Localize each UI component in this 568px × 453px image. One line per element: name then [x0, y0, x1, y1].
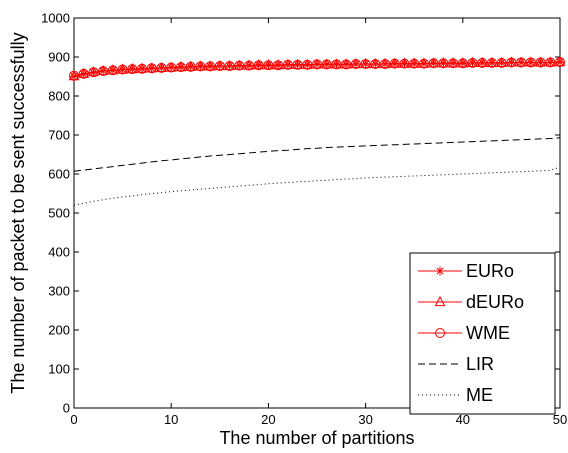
legend-label: EURo: [466, 261, 514, 281]
data-point-euro: [244, 61, 254, 71]
data-point-euro: [458, 58, 468, 68]
x-tick-label: 50: [553, 412, 567, 427]
data-point-euro: [156, 63, 166, 73]
data-point-euro: [147, 63, 157, 73]
data-point-euro: [283, 60, 293, 70]
legend-item-deuro: dEURo: [418, 292, 524, 312]
x-tick-label: 30: [358, 412, 372, 427]
y-tick-label: 900: [48, 50, 70, 65]
data-point-euro: [118, 64, 128, 74]
data-point-euro: [215, 61, 225, 71]
data-point-euro: [555, 57, 565, 67]
data-point-euro: [205, 61, 215, 71]
y-tick-label: 500: [48, 206, 70, 221]
data-point-euro: [234, 61, 244, 71]
data-point-euro: [293, 60, 303, 70]
data-point-euro: [69, 72, 79, 81]
x-axis-title: The number of partitions: [219, 428, 414, 448]
series-line-me: [73, 166, 561, 206]
data-point-euro: [370, 59, 380, 69]
data-point-euro: [273, 60, 283, 70]
legend-item-lir: LIR: [418, 354, 494, 374]
series-lir: [73, 137, 561, 172]
data-point-euro: [380, 59, 390, 69]
y-axis-title: The number of packet to be sent successf…: [8, 32, 28, 393]
y-tick-label: 1000: [41, 11, 70, 26]
data-point-euro: [79, 69, 89, 79]
series-line-lir: [73, 137, 561, 172]
data-point-euro: [322, 59, 332, 69]
data-point-euro: [254, 60, 264, 70]
data-point-euro: [390, 59, 400, 69]
x-tick-label: 0: [70, 412, 77, 427]
data-point-euro: [438, 58, 448, 68]
data-point-euro: [331, 59, 341, 69]
legend-marker: [435, 266, 445, 276]
y-tick-label: 0: [63, 401, 70, 416]
data-point-euro: [312, 59, 322, 69]
data-point-euro: [516, 57, 526, 67]
series-layer: [68, 55, 566, 206]
data-point-euro: [98, 66, 108, 76]
legend-item-wme: WME: [418, 323, 510, 343]
data-point-euro: [351, 59, 361, 69]
data-point-euro: [341, 59, 351, 69]
data-point-euro: [186, 62, 196, 72]
legend-label: WME: [466, 323, 510, 343]
data-point-euro: [487, 58, 497, 68]
data-point-euro: [88, 68, 98, 78]
data-point-euro: [263, 60, 273, 70]
axis-ticks: 0 10 20 30 40 5001002003004005006007008009001…: [41, 11, 567, 428]
data-point-euro: [127, 64, 137, 74]
data-point-euro: [506, 57, 516, 67]
data-point-euro: [176, 62, 186, 72]
data-point-euro: [195, 61, 205, 71]
legend-item-euro: EURo: [418, 261, 514, 281]
y-tick-label: 100: [48, 362, 70, 377]
data-point-euro: [526, 57, 536, 67]
legend-label: ME: [466, 385, 493, 405]
data-point-euro: [448, 58, 458, 68]
series-me: [73, 166, 561, 206]
data-point-euro: [429, 58, 439, 68]
data-point-euro: [361, 59, 371, 69]
data-point-euro: [545, 57, 555, 67]
legend-marker: [434, 295, 446, 307]
y-tick-label: 800: [48, 89, 70, 104]
data-point-euro: [409, 59, 419, 69]
x-tick-label: 20: [261, 412, 275, 427]
y-tick-label: 300: [48, 284, 70, 299]
legend-label: dEURo: [466, 292, 524, 312]
data-point-euro: [419, 59, 429, 69]
y-tick-label: 400: [48, 245, 70, 260]
data-point-euro: [137, 64, 147, 74]
legend: EURo dEURo WME LIR ME: [409, 252, 556, 415]
y-tick-label: 600: [48, 167, 70, 182]
data-point-euro: [302, 60, 312, 70]
legend-marker: [435, 328, 445, 338]
data-point-euro: [225, 61, 235, 71]
data-point-euro: [166, 63, 176, 73]
y-tick-label: 200: [48, 323, 70, 338]
data-point-euro: [108, 65, 118, 75]
x-tick-label: 40: [456, 412, 470, 427]
legend-item-me: ME: [418, 385, 493, 405]
x-tick-label: 10: [164, 412, 178, 427]
data-point-euro: [536, 57, 546, 67]
series-euro: [69, 57, 565, 81]
legend-label: LIR: [466, 354, 494, 374]
data-point-euro: [399, 59, 409, 69]
data-point-euro: [477, 58, 487, 68]
data-point-euro: [497, 58, 507, 68]
y-tick-label: 700: [48, 128, 70, 143]
data-point-euro: [468, 58, 478, 68]
